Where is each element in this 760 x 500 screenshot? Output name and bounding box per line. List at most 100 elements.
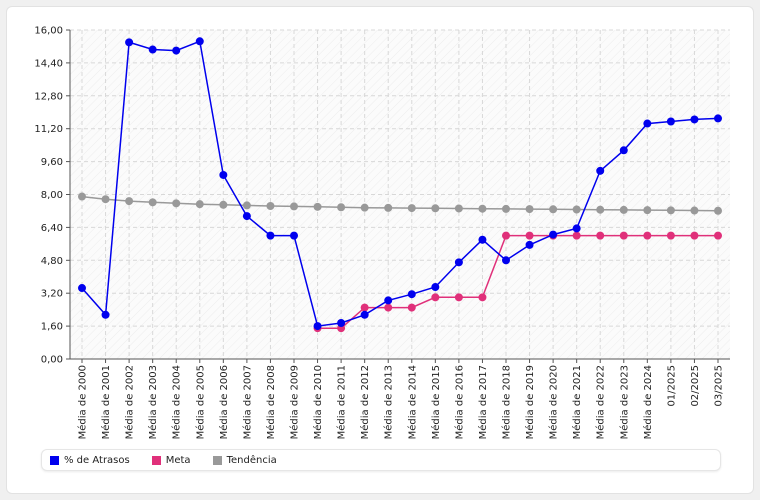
data-point	[549, 205, 558, 214]
data-point	[643, 119, 652, 128]
data-point	[690, 206, 699, 215]
x-tick-label: Média de 2020	[548, 365, 560, 439]
x-tick-label: Média de 2000	[77, 365, 89, 439]
data-point	[619, 205, 628, 214]
data-point	[337, 319, 346, 328]
y-tick-label: 1,60	[41, 322, 63, 333]
y-tick-label: 4,80	[41, 256, 63, 267]
x-tick-label: Média de 2021	[571, 365, 583, 439]
data-point	[431, 204, 440, 213]
data-point	[502, 231, 510, 240]
y-axis-tick-labels: 0,00 1,60 3,20 4,80 6,40 8,00 9,60 11,20 12,80 14…	[34, 26, 63, 366]
x-tick-label: Média de 2019	[524, 365, 536, 439]
y-tick-label: 6,40	[41, 223, 63, 234]
legend-label-meta: Meta	[165, 454, 191, 466]
x-tick-label: Média de 2013	[383, 365, 395, 439]
data-point	[502, 204, 510, 213]
x-tick-label: Média de 2002	[124, 365, 136, 439]
series-line	[81, 195, 719, 212]
data-point	[525, 240, 534, 249]
x-tick-label: Média de 2003	[147, 365, 159, 439]
data-point	[596, 166, 605, 175]
x-tick-label: 01/2025	[666, 365, 677, 407]
data-point	[172, 46, 181, 55]
data-point	[125, 197, 134, 206]
data-point	[666, 206, 675, 215]
x-tick-label: 03/2025	[714, 365, 725, 407]
x-tick-label: Média de 2018	[501, 365, 513, 439]
data-point	[407, 303, 416, 312]
data-point	[690, 231, 699, 240]
x-tick-label: Média de 2004	[171, 365, 183, 439]
x-tick-label: Média de 2006	[218, 365, 230, 439]
data-point	[242, 212, 251, 221]
legend-item-tendencia[interactable]: Tendência	[212, 455, 277, 466]
data-point	[478, 204, 487, 213]
data-point	[572, 224, 581, 233]
series-2	[78, 192, 722, 215]
data-point	[431, 293, 440, 302]
data-point	[596, 231, 605, 240]
data-point	[572, 205, 581, 214]
data-point	[337, 203, 346, 212]
x-tick-label: Média de 2022	[595, 365, 607, 439]
data-point	[313, 202, 322, 211]
data-point	[101, 310, 110, 319]
y-tick-label: 3,20	[41, 289, 63, 300]
series-0	[78, 37, 722, 331]
data-point	[148, 45, 157, 54]
y-tick-label: 11,20	[34, 124, 63, 135]
x-tick-label: Média de 2007	[241, 365, 253, 439]
data-point	[360, 203, 369, 212]
data-point	[619, 231, 628, 240]
data-point	[714, 114, 722, 123]
data-point	[666, 231, 675, 240]
legend-swatch-meta	[151, 455, 161, 465]
data-point	[502, 256, 510, 265]
data-point	[78, 284, 86, 293]
x-tick-label: Média de 2010	[312, 365, 324, 439]
x-tick-label: Média de 2005	[194, 365, 206, 439]
data-point	[125, 38, 134, 47]
x-tick-label: Média de 2009	[289, 365, 301, 439]
legend-swatch-tendencia	[212, 455, 222, 465]
data-point	[572, 231, 581, 240]
data-point	[195, 37, 204, 46]
data-point	[525, 231, 534, 240]
data-point	[690, 115, 699, 124]
data-point	[290, 231, 298, 240]
data-point	[266, 202, 275, 211]
axes	[66, 29, 730, 363]
x-tick-label: Média de 2014	[406, 365, 418, 439]
y-tick-label: 14,40	[34, 58, 63, 69]
x-tick-label: Média de 2017	[477, 365, 489, 439]
legend-item-meta[interactable]: Meta	[151, 454, 191, 466]
x-tick-label: Média de 2024	[642, 365, 654, 439]
data-point	[431, 283, 440, 292]
y-tick-label: 0,00	[41, 355, 63, 366]
legend-label-atrasos: % de Atrasos	[64, 454, 130, 466]
data-point	[172, 199, 181, 208]
data-point	[643, 206, 652, 215]
data-point	[219, 200, 228, 209]
series-line	[81, 40, 719, 327]
x-tick-label: Média de 2008	[265, 365, 277, 439]
data-point	[101, 195, 110, 204]
x-tick-label: Média de 2001	[100, 365, 112, 439]
data-point	[525, 205, 534, 214]
data-point	[454, 258, 463, 267]
x-tick-label: 02/2025	[690, 365, 701, 407]
data-point	[148, 198, 157, 207]
data-point	[219, 170, 228, 179]
x-tick-label: Média de 2015	[430, 365, 442, 439]
x-axis-tick-labels: Média de 2000 Média de 2001 Média de 2002 M…	[77, 365, 725, 439]
data-point	[384, 203, 393, 212]
legend-item-atrasos[interactable]: % de Atrasos	[50, 455, 130, 466]
data-point	[619, 146, 628, 155]
data-point	[596, 205, 605, 214]
y-tick-label: 9,60	[41, 157, 63, 168]
y-tick-label: 16,00	[34, 26, 63, 37]
data-point	[242, 201, 251, 210]
data-point	[478, 235, 487, 244]
